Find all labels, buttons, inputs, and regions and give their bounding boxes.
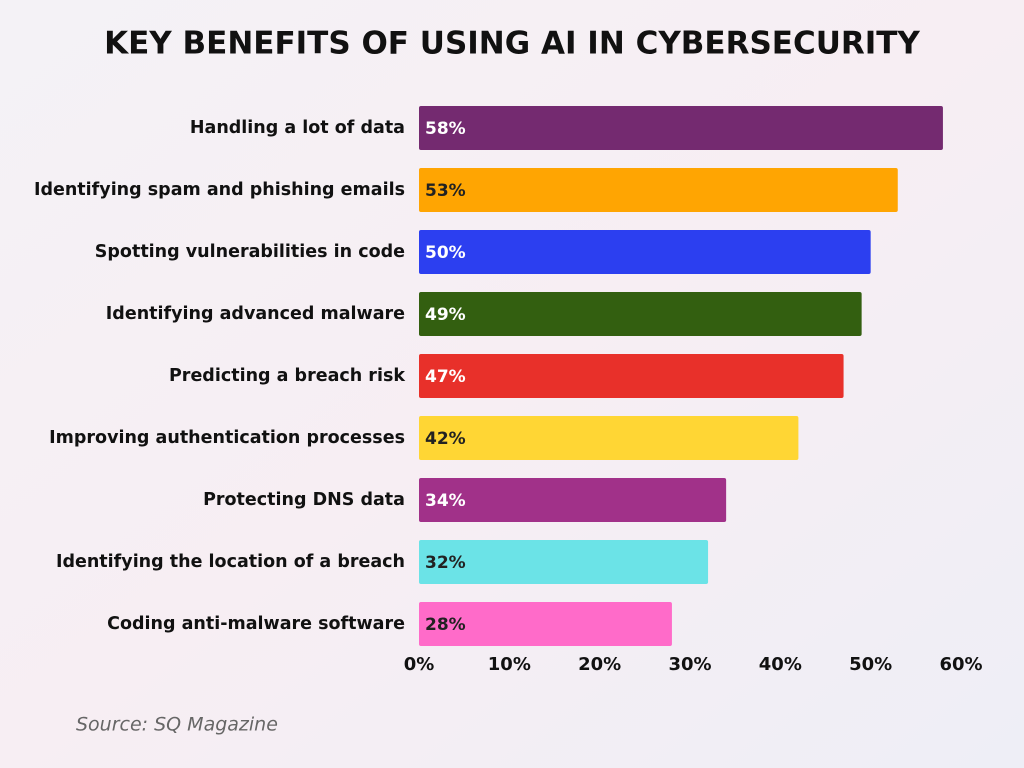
y-tick-label: Coding anti-malware software [107,614,405,634]
x-tick-label: 20% [578,654,621,675]
value-label: 58% [425,119,466,139]
value-label: 53% [425,181,466,201]
value-label: 49% [425,305,466,325]
y-tick-label: Spotting vulnerabilities in code [95,242,405,262]
bar [419,478,727,522]
y-tick-label: Identifying spam and phishing emails [34,180,405,200]
source: Source: SQ Magazine [76,714,278,736]
bar [419,416,799,460]
y-tick-label: Protecting DNS data [203,490,405,510]
bar [419,168,898,212]
x-tick-label: 10% [488,654,531,675]
y-tick-label: Improving authentication processes [49,428,405,448]
value-label: 34% [425,491,466,511]
value-label: 32% [425,553,466,573]
y-tick-label: Identifying advanced malware [106,304,405,324]
x-tick-label: 50% [849,654,892,675]
bar [419,354,844,398]
bar [419,106,943,150]
bar [419,292,862,336]
value-label: 28% [425,615,466,635]
bar [419,540,709,584]
y-tick-label: Identifying the location of a breach [56,552,405,572]
value-label: 42% [425,429,466,449]
bar [419,602,672,646]
x-tick-label: 30% [668,654,711,675]
x-tick-label: 40% [759,654,802,675]
chart-title: KEY BENEFITS OF USING AI IN CYBERSECURIT… [104,26,920,62]
y-tick-label: Predicting a breach risk [169,366,405,386]
value-label: 47% [425,367,466,387]
value-label: 50% [425,243,466,263]
bar [419,230,871,274]
x-tick-label: 0% [404,654,435,675]
x-tick-label: 60% [939,654,982,675]
y-tick-label: Handling a lot of data [190,118,405,138]
